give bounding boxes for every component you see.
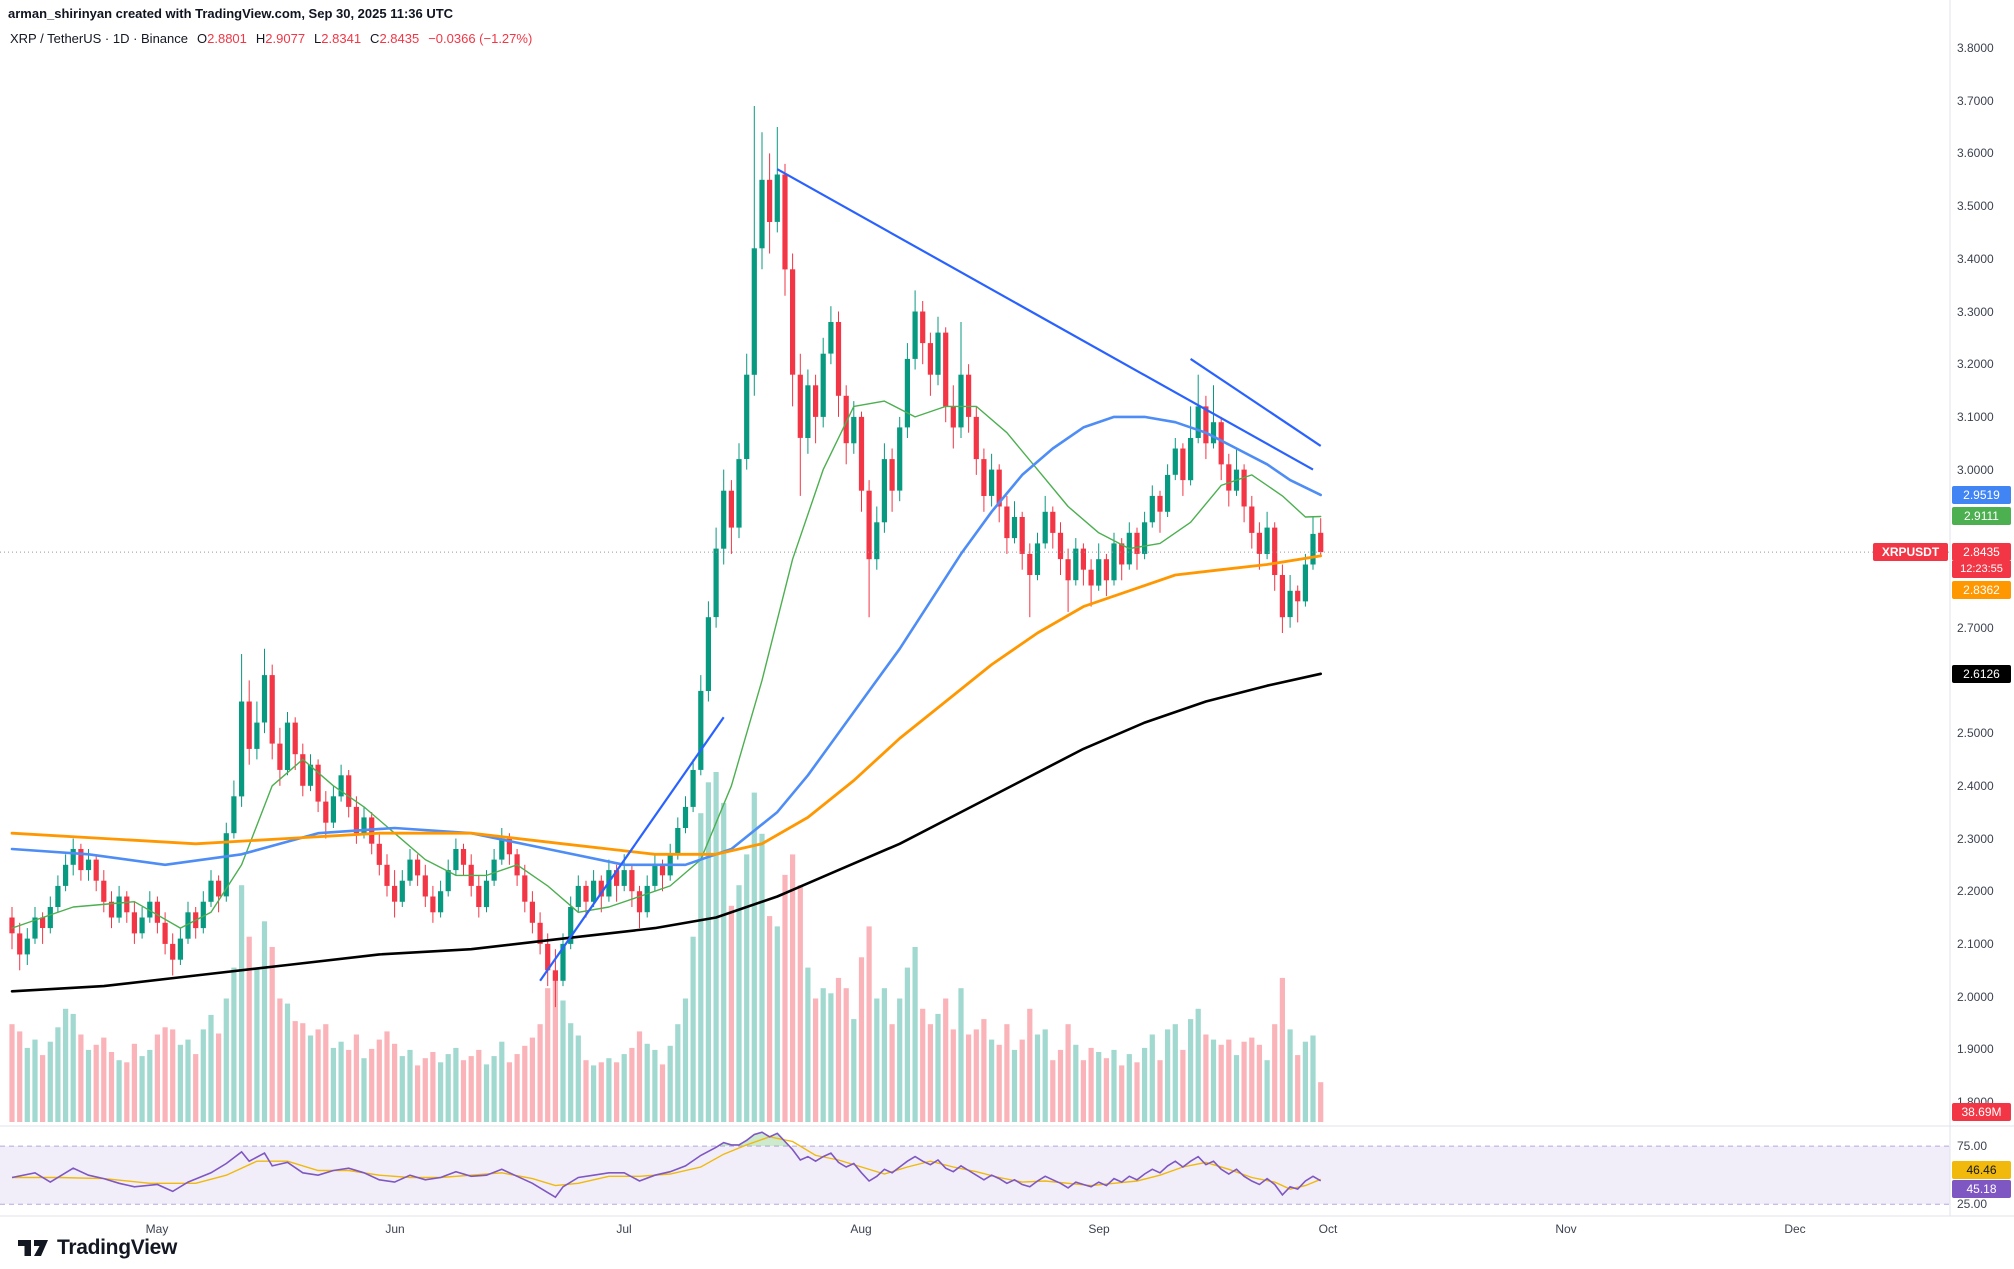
ma200-price-badge: 2.6126: [1952, 665, 2011, 683]
symbol-title[interactable]: XRP / TetherUS · 1D · Binance: [10, 31, 188, 46]
change-value: −0.0366 (−1.27%): [428, 31, 533, 46]
price-tick-label: 2.0000: [1957, 990, 1994, 1004]
rsi-tick-label: 75.00: [1957, 1139, 1988, 1153]
month-tick-label: Nov: [1555, 1222, 1577, 1236]
price-tick-label: 3.3000: [1957, 305, 1994, 319]
attribution-text: arman_shirinyan created with TradingView…: [8, 6, 454, 21]
price-tick-label: 3.6000: [1957, 146, 1994, 160]
price-tick-label: 2.4000: [1957, 779, 1994, 793]
month-tick-label: Jul: [616, 1222, 632, 1236]
price-tick-label: 2.7000: [1957, 621, 1994, 635]
price-tick-label: 3.7000: [1957, 94, 1994, 108]
ma-100-line[interactable]: [10, 554, 1323, 856]
tradingview-logo[interactable]: TradingView: [16, 1236, 177, 1260]
ohlc-open: O 2.8801: [197, 31, 247, 46]
descending-trendline-short[interactable]: [1189, 357, 1322, 447]
ma-200-line[interactable]: [10, 672, 1322, 993]
close-label: C: [370, 31, 380, 46]
tradingview-logo-text: TradingView: [57, 1236, 178, 1259]
high-label: H: [255, 31, 266, 46]
open-value: 2.8801: [207, 31, 247, 46]
rsi-value-badge: 45.18: [1952, 1180, 2011, 1198]
price-tick-label: 3.1000: [1957, 410, 1994, 424]
month-tick-label: Aug: [850, 1222, 872, 1236]
bar-countdown-badge: 12:23:55: [1952, 561, 2011, 578]
rsi-line[interactable]: [11, 1131, 1322, 1199]
last-price-badge: 2.8435: [1952, 543, 2011, 561]
ohlc-close: C 2.8435: [370, 31, 419, 46]
volume-layer: [9, 772, 1324, 1122]
month-tick-label: Oct: [1318, 1222, 1338, 1236]
low-value: 2.8341: [321, 31, 362, 46]
month-tick-label: Jun: [385, 1222, 405, 1236]
price-tick-label: 2.1000: [1957, 937, 1994, 951]
rsi-pane[interactable]: [0, 1131, 1950, 1205]
rsi-tick-label: 25.00: [1957, 1197, 1988, 1211]
rsi-ma-value-badge: 46.46: [1952, 1161, 2011, 1179]
ma-20-line[interactable]: [11, 400, 1322, 929]
price-tick-label: 1.9000: [1957, 1042, 1994, 1056]
rsi-ma-line[interactable]: [12, 1136, 1321, 1190]
price-tick-label: 3.0000: [1957, 463, 1994, 477]
ma100-price-badge: 2.8362: [1952, 581, 2011, 599]
descending-trendline-long[interactable]: [776, 168, 1314, 471]
month-tick-label: May: [145, 1222, 169, 1236]
close-value: 2.8435: [379, 31, 420, 46]
low-label: L: [314, 31, 322, 46]
volume-badge: 38.69M: [1952, 1103, 2011, 1121]
price-tick-label: 2.5000: [1957, 726, 1994, 740]
price-tick-label: 2.2000: [1957, 884, 1994, 898]
month-tick-label: Sep: [1088, 1222, 1110, 1236]
ma20-price-badge: 2.9111: [1952, 507, 2011, 525]
price-tick-label: 3.5000: [1957, 199, 1994, 213]
ascending-trendline[interactable]: [539, 716, 725, 982]
ohlc-high: H 2.9077: [256, 31, 305, 46]
price-tick-label: 3.4000: [1957, 252, 1994, 266]
month-tick-label: Dec: [1784, 1222, 1806, 1236]
open-label: O: [197, 31, 208, 46]
high-value: 2.9077: [265, 31, 306, 46]
price-tick-label: 3.8000: [1957, 41, 1994, 55]
price-tick-label: 3.2000: [1957, 357, 1994, 371]
symbol-tag-badge: XRPUSDT: [1873, 543, 1948, 561]
ma50-price-badge: 2.9519: [1952, 486, 2011, 504]
tradingview-logo-icon: [18, 1240, 48, 1256]
ma-50-line[interactable]: [10, 415, 1322, 867]
ohlc-low: L 2.8341: [314, 31, 361, 46]
price-tick-label: 2.3000: [1957, 832, 1994, 846]
